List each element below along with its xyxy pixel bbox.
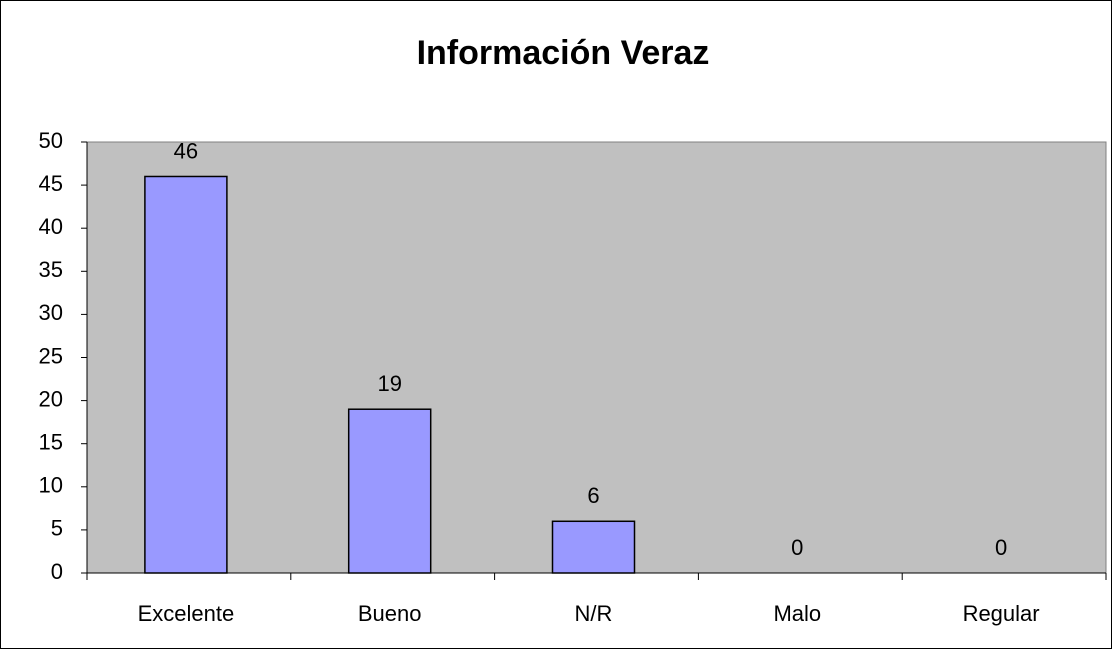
- y-tick-label: 40: [39, 214, 63, 239]
- y-tick-label: 20: [39, 386, 63, 411]
- y-tick-label: 15: [39, 430, 63, 455]
- x-tick-label: Bueno: [358, 601, 422, 626]
- y-tick-label: 25: [39, 343, 63, 368]
- x-tick-label: Regular: [963, 601, 1040, 626]
- data-label: 19: [377, 371, 401, 396]
- y-tick-label: 35: [39, 257, 63, 282]
- data-label: 0: [995, 535, 1007, 560]
- y-tick-label: 10: [39, 473, 63, 498]
- y-tick-label: 5: [51, 516, 63, 541]
- y-tick-label: 30: [39, 300, 63, 325]
- chart-title: Información Veraz: [417, 34, 710, 72]
- bar: [347, 408, 432, 574]
- bar: [551, 520, 636, 574]
- y-tick-label: 50: [39, 128, 63, 153]
- x-tick-label: Excelente: [138, 601, 235, 626]
- data-label: 6: [587, 483, 599, 508]
- data-label: 0: [791, 535, 803, 560]
- bar: [144, 175, 228, 574]
- x-tick-label: N/R: [575, 601, 613, 626]
- x-tick-label: Malo: [773, 601, 821, 626]
- plot-area: [86, 141, 1107, 574]
- data-label: 46: [174, 138, 198, 163]
- y-tick-label: 45: [39, 171, 63, 196]
- y-tick-label: 0: [51, 559, 63, 584]
